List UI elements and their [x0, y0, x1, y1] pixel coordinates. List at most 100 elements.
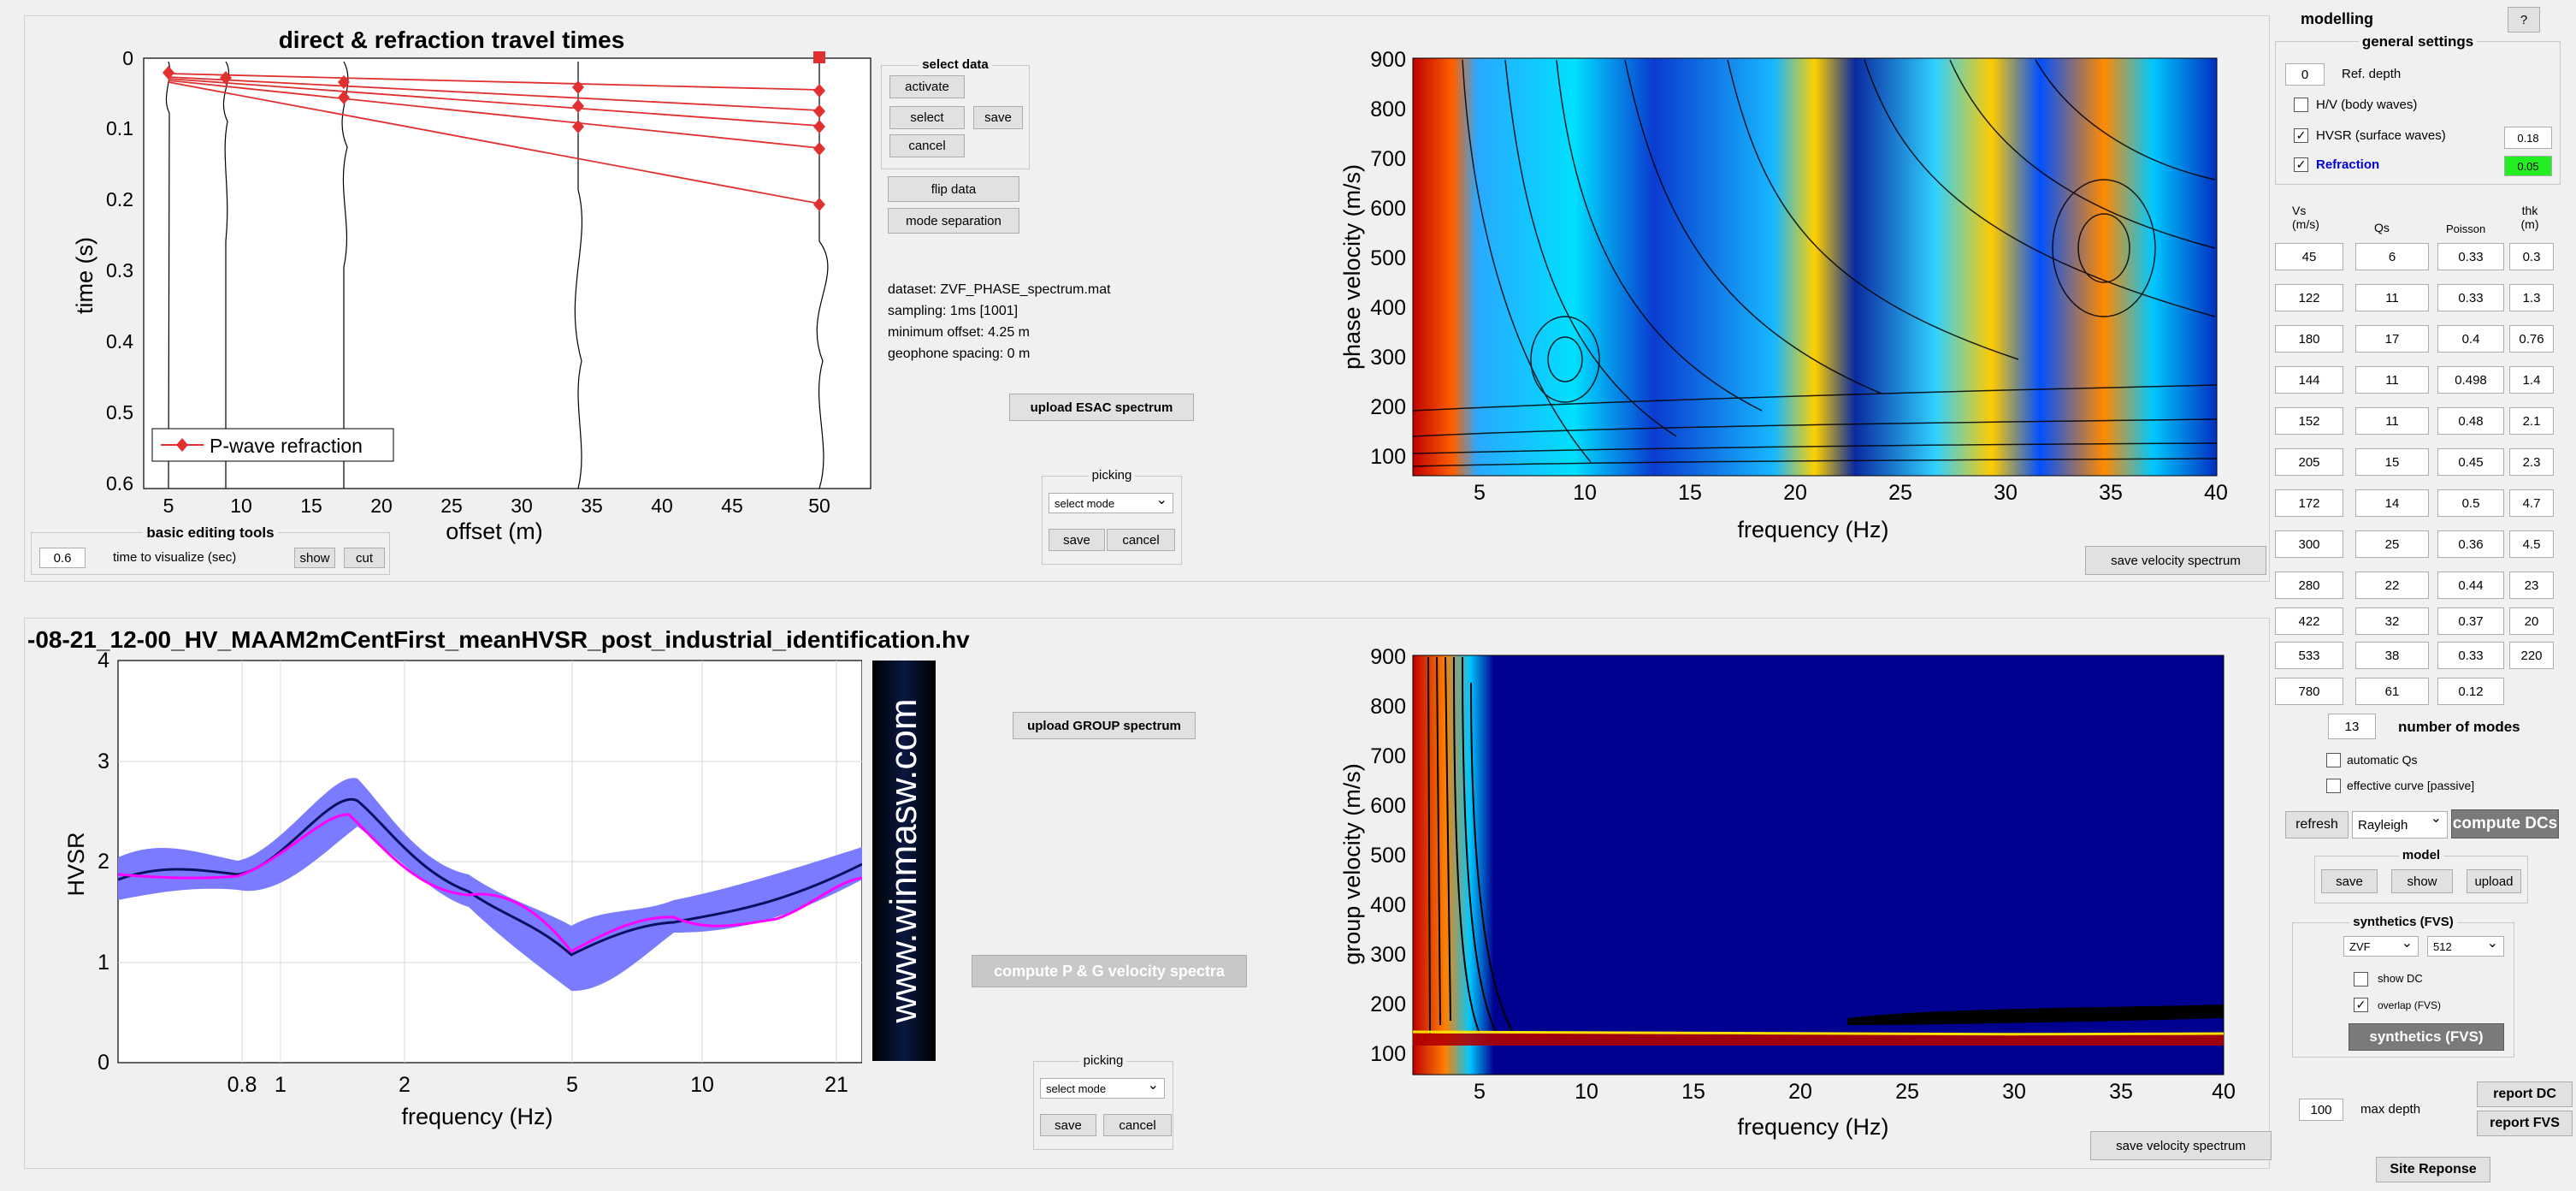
vs-cell[interactable]: 144	[2275, 366, 2343, 394]
qs-cell[interactable]: 11	[2355, 366, 2429, 394]
save-velocity-spectrum-top[interactable]: save velocity spectrum	[2085, 546, 2266, 575]
thk-cell[interactable]: 1.3	[2509, 284, 2554, 311]
vs-cell[interactable]: 300	[2275, 530, 2343, 558]
refraction-weight-field[interactable]: 0.05	[2504, 156, 2552, 176]
activate-button[interactable]: activate	[889, 75, 965, 98]
svg-text:0.3: 0.3	[106, 259, 133, 281]
qs-cell[interactable]: 17	[2355, 325, 2429, 353]
thk-cell[interactable]: 4.5	[2509, 530, 2554, 558]
save-selection-button[interactable]: save	[973, 106, 1023, 129]
upload-esac-button[interactable]: upload ESAC spectrum	[1009, 394, 1194, 421]
hvsr-weight-field[interactable]: 0.18	[2504, 127, 2552, 149]
thk-cell[interactable]: 23	[2509, 572, 2554, 599]
thk-cell[interactable]: 1.4	[2509, 366, 2554, 394]
report-dc-button[interactable]: report DC	[2477, 1081, 2573, 1107]
picking-cancel-button-bottom[interactable]: cancel	[1103, 1114, 1172, 1136]
overlap-checkbox[interactable]: ✓	[2354, 998, 2368, 1012]
effective-curve-checkbox[interactable]	[2326, 779, 2341, 793]
poisson-cell[interactable]: 0.33	[2437, 243, 2504, 270]
picking-cancel-button-top[interactable]: cancel	[1107, 529, 1175, 551]
qs-cell[interactable]: 11	[2355, 407, 2429, 435]
synth-component-select[interactable]: ZVF	[2343, 934, 2419, 957]
wave-type-select[interactable]: Rayleigh	[2352, 809, 2448, 838]
thk-cell[interactable]: 2.1	[2509, 407, 2554, 435]
vs-cell[interactable]: 122	[2275, 284, 2343, 311]
select-button[interactable]: select	[889, 106, 965, 129]
vs-cell[interactable]: 280	[2275, 572, 2343, 599]
qs-cell[interactable]: 6	[2355, 243, 2429, 270]
thk-cell[interactable]: 0.76	[2509, 325, 2554, 353]
qs-cell[interactable]: 61	[2355, 678, 2429, 705]
model-save-button[interactable]: save	[2321, 869, 2378, 893]
model-upload-button[interactable]: upload	[2467, 869, 2521, 893]
poisson-cell[interactable]: 0.5	[2437, 489, 2504, 517]
ref-depth-field[interactable]: 0	[2285, 63, 2325, 86]
cut-button[interactable]: cut	[344, 548, 385, 568]
model-show-button[interactable]: show	[2391, 869, 2453, 893]
synthetics-button[interactable]: synthetics (FVS)	[2349, 1023, 2504, 1051]
poisson-cell[interactable]: 0.45	[2437, 448, 2504, 476]
poisson-cell[interactable]: 0.4	[2437, 325, 2504, 353]
vs-cell[interactable]: 172	[2275, 489, 2343, 517]
qs-cell[interactable]: 25	[2355, 530, 2429, 558]
max-depth-field[interactable]: 100	[2299, 1099, 2343, 1121]
compute-dcs-button[interactable]: compute DCs	[2451, 809, 2559, 838]
num-modes-field[interactable]: 13	[2328, 714, 2376, 739]
svg-text:10: 10	[230, 495, 252, 517]
poisson-cell[interactable]: 0.12	[2437, 678, 2504, 705]
geophone-spacing-info: geophone spacing: 0 m	[888, 347, 1031, 361]
svg-text:10: 10	[1575, 1080, 1598, 1104]
poisson-cell[interactable]: 0.33	[2437, 284, 2504, 311]
help-button[interactable]: ?	[2508, 7, 2540, 33]
poisson-cell[interactable]: 0.37	[2437, 607, 2504, 635]
poisson-cell[interactable]: 0.33	[2437, 642, 2504, 669]
mode-separation-button[interactable]: mode separation	[888, 208, 1019, 234]
flip-data-button[interactable]: flip data	[888, 176, 1019, 202]
time-visualize-field[interactable]: 0.6	[39, 548, 86, 568]
thk-cell[interactable]: 0.3	[2509, 243, 2554, 270]
overlap-label: overlap (FVS)	[2378, 999, 2442, 1011]
qs-cell[interactable]: 11	[2355, 284, 2429, 311]
qs-cell[interactable]: 32	[2355, 607, 2429, 635]
poisson-cell[interactable]: 0.44	[2437, 572, 2504, 599]
vs-cell[interactable]: 533	[2275, 642, 2343, 669]
vs-cell[interactable]: 180	[2275, 325, 2343, 353]
synth-samples-select[interactable]: 512	[2427, 934, 2504, 957]
vs-cell[interactable]: 45	[2275, 243, 2343, 270]
save-velocity-spectrum-bottom[interactable]: save velocity spectrum	[2090, 1131, 2272, 1160]
poisson-cell[interactable]: 0.48	[2437, 407, 2504, 435]
show-button[interactable]: show	[294, 548, 335, 568]
vs-cell[interactable]: 780	[2275, 678, 2343, 705]
site-response-button[interactable]: Site Reponse	[2376, 1157, 2490, 1182]
qs-cell[interactable]: 14	[2355, 489, 2429, 517]
picking-save-button-bottom[interactable]: save	[1040, 1114, 1096, 1136]
svg-text:0.2: 0.2	[106, 188, 133, 210]
qs-cell[interactable]: 15	[2355, 448, 2429, 476]
vs-cell[interactable]: 205	[2275, 448, 2343, 476]
refraction-checkbox[interactable]: ✓	[2294, 157, 2308, 172]
upload-group-button[interactable]: upload GROUP spectrum	[1013, 712, 1196, 739]
automatic-qs-checkbox[interactable]	[2326, 753, 2341, 767]
qs-cell[interactable]: 22	[2355, 572, 2429, 599]
vs-cell[interactable]: 152	[2275, 407, 2343, 435]
picking-save-button-top[interactable]: save	[1049, 529, 1105, 551]
thk-cell[interactable]: 4.7	[2509, 489, 2554, 517]
vs-cell[interactable]: 422	[2275, 607, 2343, 635]
cancel-selection-button[interactable]: cancel	[889, 134, 965, 157]
hvsr-surface-checkbox[interactable]: ✓	[2294, 128, 2308, 143]
show-dc-checkbox[interactable]	[2354, 972, 2368, 987]
report-fvs-button[interactable]: report FVS	[2477, 1111, 2573, 1136]
svg-text:45: 45	[721, 495, 743, 517]
compute-pg-button[interactable]: compute P & G velocity spectra	[972, 955, 1247, 987]
qs-cell[interactable]: 38	[2355, 642, 2429, 669]
thk-cell[interactable]: 20	[2509, 607, 2554, 635]
picking-mode-select-top[interactable]: select mode	[1049, 491, 1173, 513]
general-settings-group: general settings	[2275, 33, 2561, 185]
poisson-cell[interactable]: 0.498	[2437, 366, 2504, 394]
thk-cell[interactable]: 2.3	[2509, 448, 2554, 476]
picking-mode-select-bottom[interactable]: select mode	[1040, 1076, 1165, 1099]
refresh-button[interactable]: refresh	[2285, 811, 2349, 838]
poisson-cell[interactable]: 0.36	[2437, 530, 2504, 558]
thk-cell[interactable]: 220	[2509, 642, 2554, 669]
hv-body-checkbox[interactable]	[2294, 98, 2308, 112]
